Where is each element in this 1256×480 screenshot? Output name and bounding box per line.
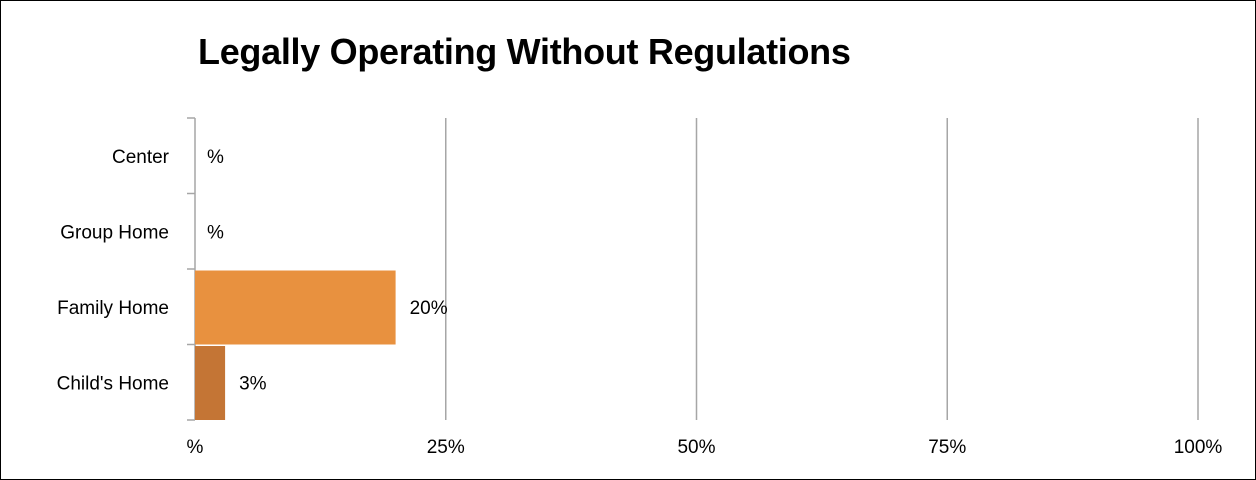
x-tick-label: 75% [928,437,966,458]
category-label: Family Home [57,298,169,319]
data-label: % [207,147,224,168]
category-label: Child's Home [57,373,169,394]
bar [195,346,226,420]
data-label: 20% [410,298,448,319]
x-tick-label: 50% [677,437,715,458]
chart-title: Legally Operating Without Regulations [198,31,851,72]
x-tick-label: % [187,437,204,458]
x-tick-label: 100% [1174,437,1223,458]
category-label: Group Home [60,222,169,243]
category-label: Center [112,147,170,168]
data-label: % [207,222,224,243]
x-tick-label: 25% [427,437,465,458]
bar [195,270,396,345]
data-label: 3% [239,373,267,394]
